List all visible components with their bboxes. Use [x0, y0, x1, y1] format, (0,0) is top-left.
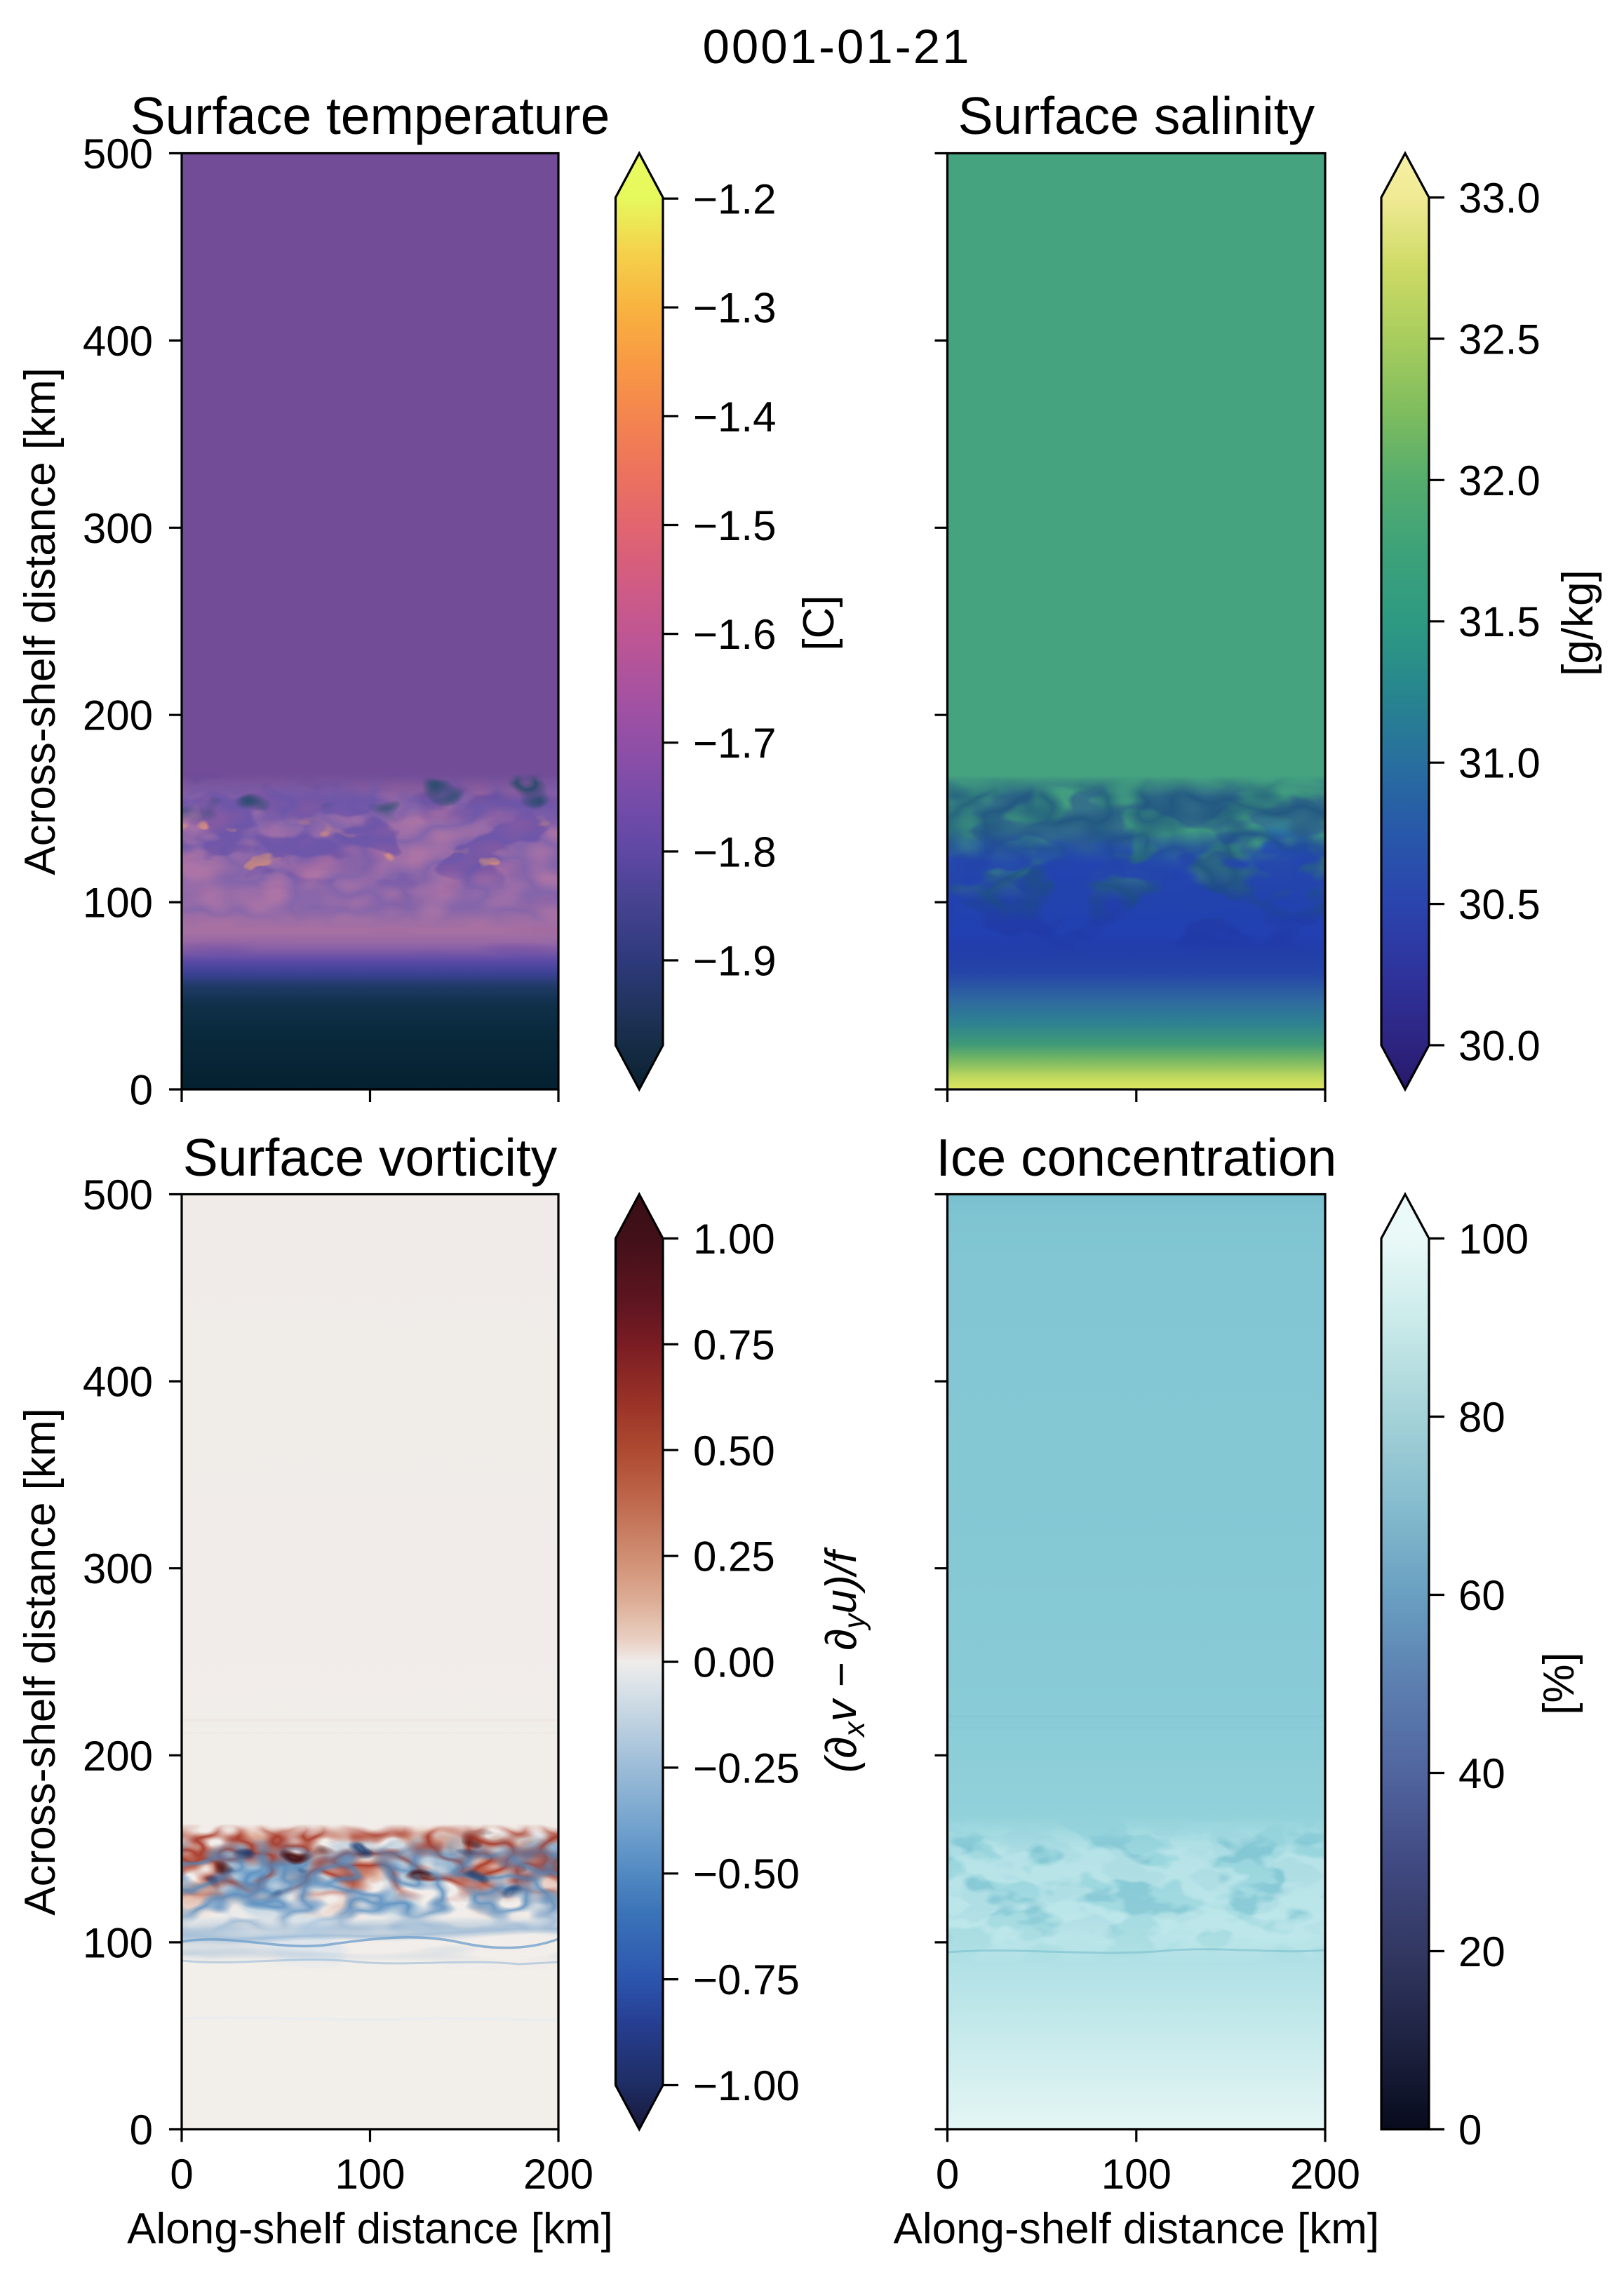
svg-text:Across-shelf distance [km]: Across-shelf distance [km] — [16, 368, 65, 875]
svg-text:100: 100 — [83, 1919, 153, 1966]
svg-text:32.0: 32.0 — [1458, 457, 1541, 504]
svg-text:500: 500 — [83, 1171, 153, 1218]
svg-text:Surface salinity: Surface salinity — [958, 86, 1315, 145]
svg-text:300: 300 — [83, 1545, 153, 1592]
svg-text:[%]: [%] — [1535, 1652, 1583, 1715]
svg-text:20: 20 — [1458, 1928, 1505, 1975]
svg-text:−1.7: −1.7 — [693, 720, 776, 767]
svg-text:100: 100 — [1101, 2151, 1172, 2198]
svg-text:Along-shelf distance [km]: Along-shelf distance [km] — [127, 2205, 613, 2253]
svg-text:0.25: 0.25 — [693, 1533, 775, 1580]
svg-text:[C]: [C] — [795, 595, 843, 650]
svg-text:200: 200 — [1290, 2151, 1360, 2198]
svg-text:Surface vorticity: Surface vorticity — [183, 1128, 558, 1187]
svg-text:−1.2: −1.2 — [693, 176, 776, 223]
svg-text:−0.25: −0.25 — [693, 1745, 800, 1792]
svg-text:(∂xv − ∂yu)/f: (∂xv − ∂yu)/f — [817, 1547, 871, 1773]
svg-text:0: 0 — [170, 2151, 193, 2198]
svg-text:−1.4: −1.4 — [693, 394, 776, 441]
svg-text:400: 400 — [83, 1359, 153, 1406]
svg-text:80: 80 — [1458, 1394, 1505, 1441]
svg-text:0001-01-21: 0001-01-21 — [703, 20, 972, 74]
svg-text:Ice concentration: Ice concentration — [936, 1128, 1336, 1187]
svg-text:500: 500 — [83, 130, 153, 177]
svg-text:−0.50: −0.50 — [693, 1851, 800, 1898]
svg-text:33.0: 33.0 — [1458, 175, 1541, 222]
svg-text:100: 100 — [1458, 1216, 1529, 1263]
svg-text:60: 60 — [1458, 1572, 1505, 1619]
svg-text:300: 300 — [83, 505, 153, 552]
svg-text:Across-shelf distance [km]: Across-shelf distance [km] — [16, 1408, 65, 1916]
svg-text:−1.6: −1.6 — [693, 611, 776, 658]
svg-text:0: 0 — [130, 2107, 153, 2154]
svg-text:Surface temperature: Surface temperature — [130, 86, 610, 145]
svg-text:0.75: 0.75 — [693, 1322, 775, 1369]
svg-text:30.5: 30.5 — [1458, 881, 1541, 928]
svg-text:200: 200 — [83, 692, 153, 739]
svg-text:40: 40 — [1458, 1750, 1505, 1797]
svg-text:−1.9: −1.9 — [693, 938, 776, 985]
svg-text:31.0: 31.0 — [1458, 740, 1541, 787]
svg-text:[g/kg]: [g/kg] — [1554, 570, 1602, 676]
svg-text:0.50: 0.50 — [693, 1428, 775, 1475]
svg-text:100: 100 — [83, 880, 153, 927]
svg-text:−0.75: −0.75 — [693, 1956, 800, 2003]
svg-text:−1.00: −1.00 — [693, 2062, 800, 2109]
svg-text:200: 200 — [83, 1733, 153, 1780]
svg-text:−1.5: −1.5 — [693, 502, 776, 549]
svg-text:−1.8: −1.8 — [693, 828, 776, 875]
svg-text:100: 100 — [335, 2151, 405, 2198]
svg-text:−1.3: −1.3 — [693, 285, 776, 332]
svg-text:Along-shelf distance [km]: Along-shelf distance [km] — [893, 2205, 1379, 2253]
svg-text:0: 0 — [936, 2151, 959, 2198]
svg-text:30.0: 30.0 — [1458, 1023, 1541, 1070]
svg-text:0.00: 0.00 — [693, 1639, 775, 1686]
svg-text:32.5: 32.5 — [1458, 316, 1541, 363]
svg-text:0: 0 — [1458, 2107, 1482, 2154]
svg-text:31.5: 31.5 — [1458, 598, 1541, 645]
svg-text:1.00: 1.00 — [693, 1216, 775, 1263]
svg-text:400: 400 — [83, 318, 153, 365]
svg-text:0: 0 — [130, 1067, 153, 1114]
svg-text:200: 200 — [523, 2151, 593, 2198]
